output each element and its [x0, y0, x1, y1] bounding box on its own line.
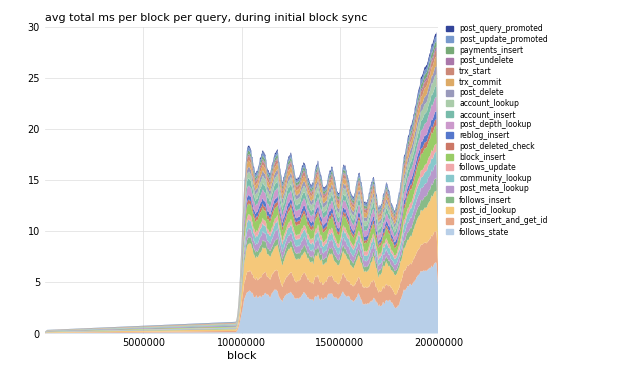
X-axis label: block: block [227, 351, 257, 361]
Text: avg total ms per block per query, during initial block sync: avg total ms per block per query, during… [45, 13, 367, 23]
Legend: post_query_promoted, post_update_promoted, payments_insert, post_undelete, trx_s: post_query_promoted, post_update_promote… [446, 24, 548, 236]
